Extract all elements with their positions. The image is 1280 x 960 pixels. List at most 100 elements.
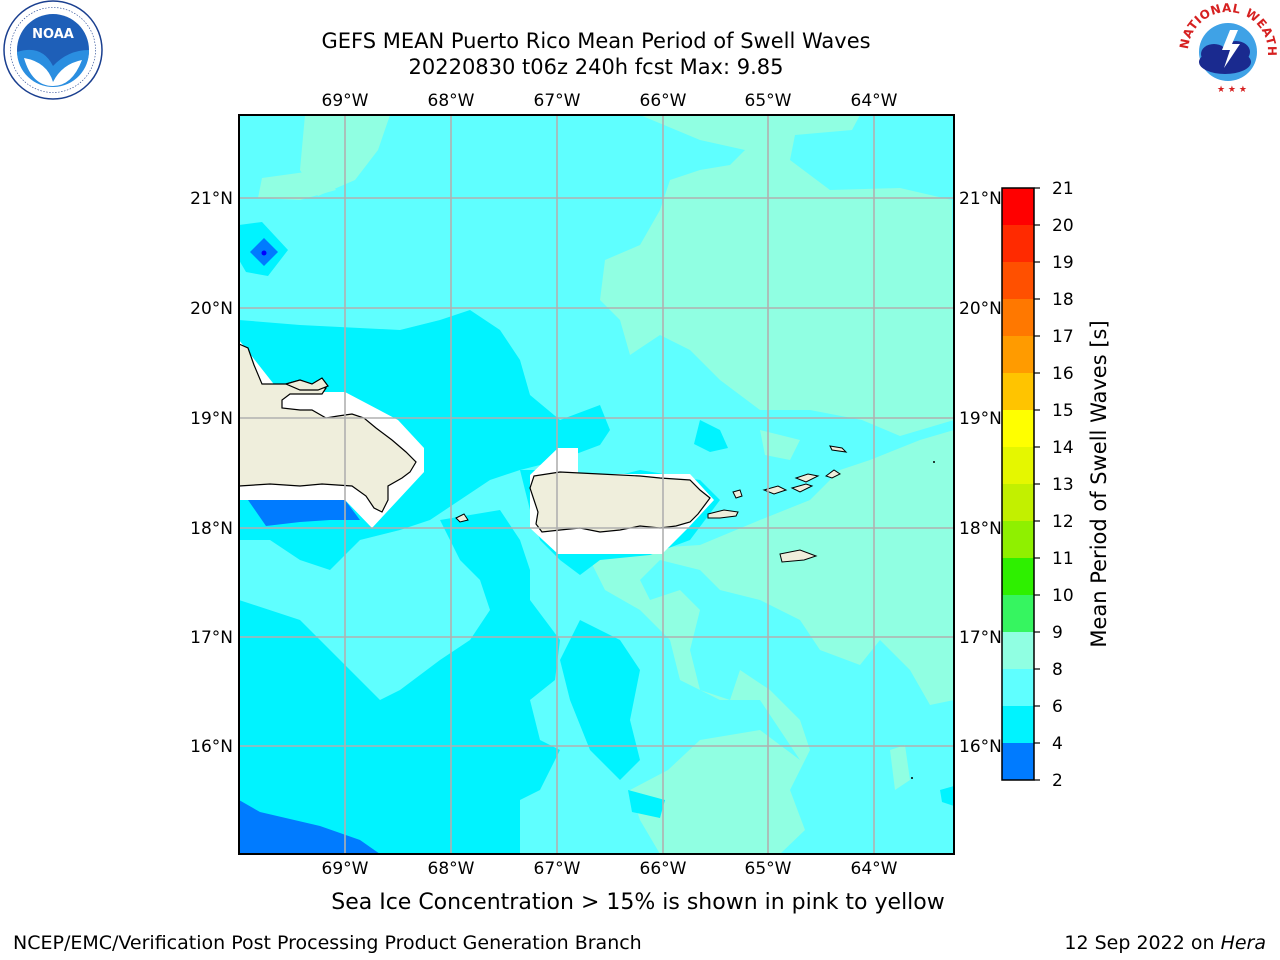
map-frame — [238, 114, 955, 855]
swell-9-10-contour — [258, 170, 336, 200]
swell-6-8-contour — [628, 790, 665, 818]
colorbar-ticks: 21 20 19 18 17 16 15 14 13 12 11 10 9 8 6 4 2 — [1034, 179, 1074, 791]
lat-label: 19°N — [959, 409, 1002, 429]
colorbar-tick-label: 17 — [1052, 327, 1074, 347]
land-puerto-rico — [529, 471, 711, 533]
credit-branch: NCEP/EMC/Verification Post Processing Pr… — [13, 932, 642, 954]
colorbar: 21 20 19 18 17 16 15 14 13 12 11 10 9 8 6 4 2 Mean Perio… — [1001, 179, 1111, 791]
colorbar-segment — [1002, 262, 1034, 300]
land-islet-dot — [911, 777, 913, 779]
colorbar-segment — [1002, 447, 1034, 485]
colorbar-label: Mean Period of Swell Waves [s] — [1087, 320, 1111, 647]
lat-label: 20°N — [190, 299, 233, 319]
lat-label: 17°N — [959, 628, 1002, 648]
land-islet-dot — [933, 461, 935, 463]
colorbar-segment — [1002, 521, 1034, 559]
colorbar-tick-label: 16 — [1052, 364, 1074, 384]
map-gridlines — [239, 115, 954, 854]
lon-label: 68°W — [428, 859, 475, 879]
map-plot-area — [239, 115, 954, 854]
colorbar-segment — [1002, 373, 1034, 411]
noaa-logo: NOAA — [2, 0, 104, 102]
credit-machine: Hera — [1220, 932, 1266, 954]
lon-label: 65°W — [745, 91, 792, 111]
land-culebra — [732, 489, 743, 499]
swell-9-10-contour — [605, 575, 630, 590]
lon-label: 66°W — [640, 859, 687, 879]
lat-labels-right: 21°N 20°N 19°N 18°N 17°N 16°N — [959, 189, 1002, 757]
colorbar-tick-label: 9 — [1052, 623, 1063, 643]
lat-label: 19°N — [190, 409, 233, 429]
lon-label: 64°W — [851, 91, 898, 111]
swell-9-10-contour — [590, 430, 954, 854]
credit-date: 12 Sep 2022 on Hera — [1064, 932, 1266, 954]
lat-label: 20°N — [959, 299, 1002, 319]
swell-9-10-contour — [600, 115, 954, 436]
colorbar-segment — [1002, 188, 1034, 226]
swell-9-10-contour — [890, 745, 910, 790]
land-vieques — [707, 509, 739, 519]
lon-label: 66°W — [640, 91, 687, 111]
colorbar-segment — [1002, 706, 1034, 744]
colorbar-tick-label: 11 — [1052, 549, 1074, 569]
colorbar-segment — [1002, 595, 1034, 633]
colorbar-segment — [1002, 225, 1034, 263]
colorbar-tick-label: 20 — [1052, 216, 1074, 236]
lon-label: 67°W — [534, 859, 581, 879]
colorbar-segment — [1002, 336, 1034, 374]
land-st-thomas — [762, 485, 788, 495]
lat-label: 18°N — [190, 519, 233, 539]
colorbar-segment — [1002, 299, 1034, 337]
lon-label: 68°W — [428, 91, 475, 111]
colorbar-tick-label: 6 — [1052, 697, 1063, 717]
lon-label: 65°W — [745, 859, 792, 879]
lat-label: 18°N — [959, 519, 1002, 539]
colorbar-tick-label: 13 — [1052, 475, 1074, 495]
colorbar-tick-label: 19 — [1052, 253, 1074, 273]
swell-9-10-contour — [760, 430, 800, 460]
land-anegada — [829, 445, 848, 453]
swell-4-6-contour — [248, 500, 360, 526]
colorbar-tick-label: 8 — [1052, 660, 1063, 680]
lon-label: 69°W — [322, 859, 369, 879]
colorbar-segment — [1002, 669, 1034, 707]
credit-date-text: 12 Sep 2022 on — [1064, 932, 1221, 954]
lat-label: 16°N — [959, 737, 1002, 757]
colorbar-tick-label: 21 — [1052, 179, 1074, 199]
lat-label: 17°N — [190, 628, 233, 648]
lon-label: 69°W — [322, 91, 369, 111]
colorbar-segment — [1002, 484, 1034, 522]
swell-6-8-contour — [694, 420, 728, 452]
land-st-croix — [779, 549, 818, 563]
lat-label: 21°N — [190, 189, 233, 209]
swell-6-8-contour — [940, 786, 954, 806]
map-subtitle: 20220830 t06z 240h fcst Max: 9.85 — [408, 55, 784, 79]
noaa-logo-text: NOAA — [32, 27, 74, 42]
sea-ice-note: Sea Ice Concentration > 15% is shown in … — [331, 890, 945, 915]
swell-6-8-contour — [560, 620, 640, 780]
colorbar-tick-label: 2 — [1052, 771, 1063, 791]
lat-label: 21°N — [959, 189, 1002, 209]
land-st-john — [790, 483, 814, 493]
colorbar-segment — [1002, 743, 1034, 781]
colorbar-segment — [1002, 410, 1034, 448]
colorbar-segment — [1002, 632, 1034, 670]
colorbar-tick-label: 15 — [1052, 401, 1074, 421]
land-islet — [455, 513, 469, 523]
colorbar-tick-label: 18 — [1052, 290, 1074, 310]
colorbar-segments — [1002, 188, 1034, 781]
land-virgin-gorda — [824, 469, 841, 479]
colorbar-tick-label: 14 — [1052, 438, 1074, 458]
lon-label: 67°W — [534, 91, 581, 111]
lon-labels-bottom: 69°W 68°W 67°W 66°W 65°W 64°W — [322, 859, 898, 879]
swell-6-8-contour — [239, 510, 560, 854]
lon-label: 64°W — [851, 859, 898, 879]
lon-labels-top: 69°W 68°W 67°W 66°W 65°W 64°W — [322, 91, 898, 111]
map-title: GEFS MEAN Puerto Rico Mean Period of Swe… — [321, 29, 871, 53]
colorbar-segment — [1002, 558, 1034, 596]
swell-2-4-spot — [261, 250, 267, 256]
nws-logo: NATIONAL WEATHER SERVICE ★ ★ ★ — [1173, 0, 1279, 100]
colorbar-tick-label: 4 — [1052, 734, 1063, 754]
lat-labels-left: 21°N 20°N 19°N 18°N 17°N 16°N — [190, 189, 233, 757]
